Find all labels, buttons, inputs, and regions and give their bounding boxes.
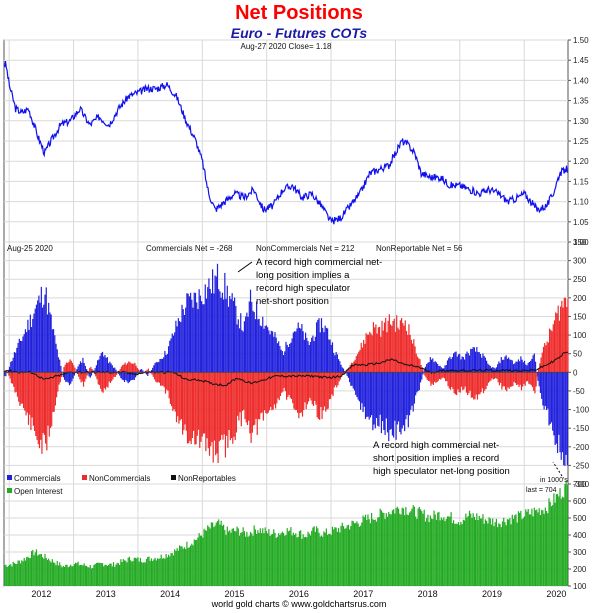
x-tick-label: 2019 xyxy=(482,589,502,599)
nonreportables-net: NonReportable Net = 56 xyxy=(376,244,463,253)
legend-swatch xyxy=(7,475,12,480)
price-y-tick-label: 1.10 xyxy=(573,198,589,207)
chart-subtitle: Euro - Futures COTs xyxy=(230,25,368,41)
annotation-arrow xyxy=(552,461,563,477)
legend-label: Commercials xyxy=(14,474,61,483)
price-y-tick-label: 1.20 xyxy=(573,157,589,166)
annotation-record-long: A record high commercial net-long positi… xyxy=(256,257,382,307)
cot-date: Aug-25 2020 xyxy=(7,244,53,253)
chart-title: Net Positions xyxy=(235,2,363,24)
x-tick-label: 2013 xyxy=(96,589,116,599)
price-y-tick-label: 1.45 xyxy=(573,56,589,65)
chart-credit: world gold charts © www.goldchartsrus.co… xyxy=(211,599,387,609)
oi-y-tick-label: 300 xyxy=(573,548,587,557)
x-tick-label: 2020 xyxy=(546,589,566,599)
annotation-record-short: A record high commercial net-short posit… xyxy=(373,440,510,477)
legend-swatch xyxy=(82,475,87,480)
price-header: Aug-27 2020 Close= 1.18 xyxy=(241,42,333,51)
cot-y-tick-label: 100 xyxy=(573,331,587,340)
x-tick-label: 2015 xyxy=(224,589,244,599)
nonreportables-line xyxy=(4,351,568,387)
cot-y-tick-label: 300 xyxy=(573,257,587,266)
x-tick-label: 2017 xyxy=(353,589,373,599)
price-y-tick-label: 1.40 xyxy=(573,76,589,85)
annotation-arrow xyxy=(237,261,253,273)
cot-y-tick-label: -150 xyxy=(573,424,590,433)
cot-y-tick-label: 50 xyxy=(573,350,582,359)
unit-label: in 1000's xyxy=(540,477,568,484)
oi-y-tick-label: 700 xyxy=(573,480,587,489)
cot-y-tick-label: -100 xyxy=(573,406,590,415)
legend-swatch xyxy=(7,488,12,493)
price-y-tick-label: 1.15 xyxy=(573,177,589,186)
cot-y-tick-label: -50 xyxy=(573,387,585,396)
price-y-tick-label: 1.00 xyxy=(573,238,589,247)
commercials-net: Commercials Net = -268 xyxy=(146,244,233,253)
price-y-tick-label: 1.05 xyxy=(573,218,589,227)
cot-y-tick-label: -250 xyxy=(573,461,590,470)
cot-y-tick-label: 350 xyxy=(573,238,587,247)
price-y-tick-label: 1.30 xyxy=(573,117,589,126)
price-y-tick-label: 1.35 xyxy=(573,97,589,106)
cot-y-tick-label: 250 xyxy=(573,275,587,284)
oi-y-tick-label: 200 xyxy=(573,565,587,574)
x-tick-label: 2018 xyxy=(418,589,438,599)
oi-y-tick-label: 500 xyxy=(573,514,587,523)
legend-label: NonCommercials xyxy=(89,474,150,483)
cot-y-tick-label: 0 xyxy=(573,368,578,377)
oi-y-tick-label: 600 xyxy=(573,497,587,506)
x-tick-label: 2014 xyxy=(160,589,180,599)
cot-y-tick-label: 200 xyxy=(573,294,587,303)
legend-label: NonReportables xyxy=(178,474,236,483)
price-line xyxy=(3,61,569,225)
cot-y-tick-label: 150 xyxy=(573,312,587,321)
oi-y-tick-label: 400 xyxy=(573,531,587,540)
price-y-tick-label: 1.25 xyxy=(573,137,589,146)
x-tick-label: 2016 xyxy=(289,589,309,599)
open-interest-label: Open Interest xyxy=(14,487,63,496)
cot-y-tick-label: -300 xyxy=(573,480,590,489)
cot-y-tick-label: -200 xyxy=(573,443,590,452)
noncommercials-net: NonCommercials Net = 212 xyxy=(256,244,355,253)
price-y-tick-label: 1.50 xyxy=(573,36,589,45)
open-interest-last: last = 704 xyxy=(526,487,557,494)
x-tick-label: 2012 xyxy=(31,589,51,599)
oi-y-tick-label: 100 xyxy=(573,582,587,591)
legend-swatch xyxy=(171,475,176,480)
